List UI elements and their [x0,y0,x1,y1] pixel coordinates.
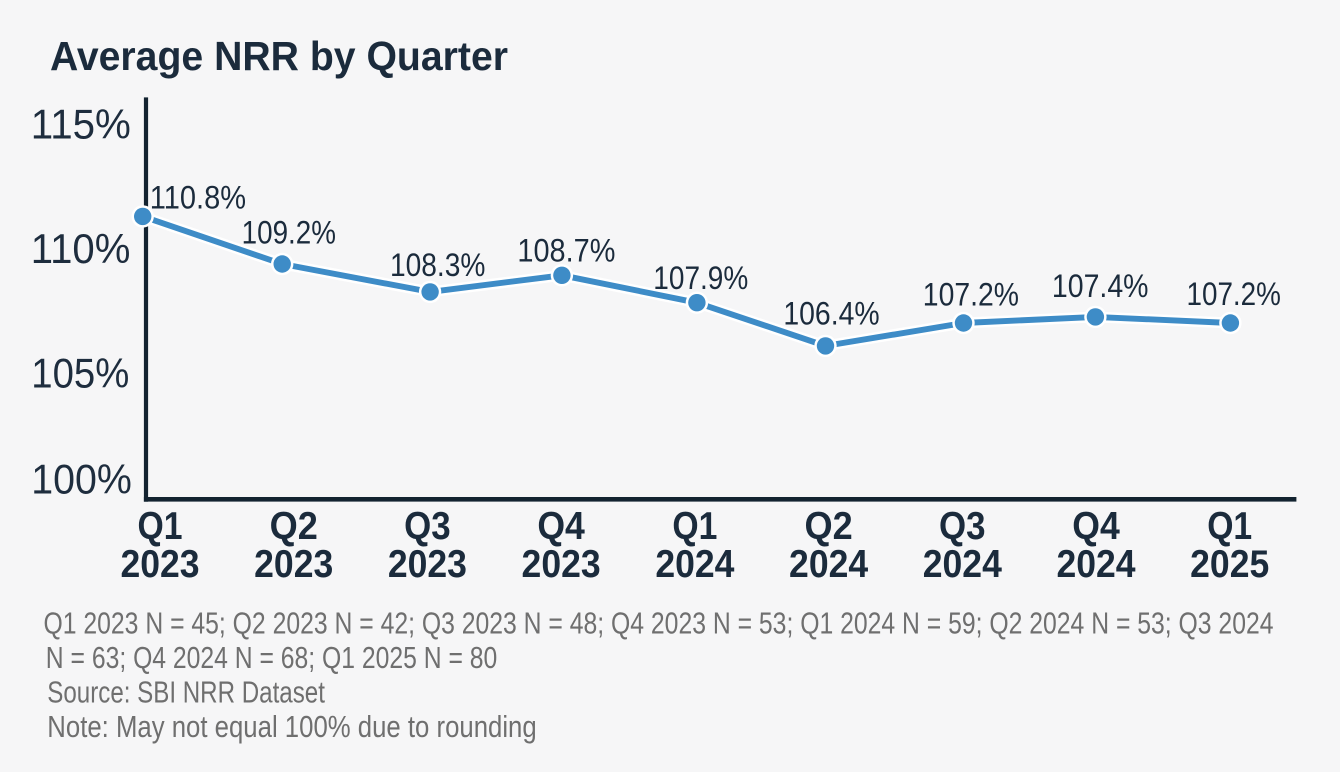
svg-text:Q2: Q2 [805,505,853,548]
svg-text:107.9%: 107.9% [653,260,748,296]
svg-text:Q4: Q4 [537,505,585,548]
svg-text:2023: 2023 [388,543,467,586]
svg-text:Q1: Q1 [1207,505,1252,548]
svg-text:Source: SBI NRR Dataset: Source: SBI NRR Dataset [47,675,325,710]
svg-text:107.2%: 107.2% [1187,276,1281,312]
svg-text:108.3%: 108.3% [390,247,486,283]
svg-text:2025: 2025 [1190,543,1269,586]
svg-text:2023: 2023 [522,543,601,586]
svg-text:2024: 2024 [789,543,868,586]
svg-text:Q2: Q2 [270,505,318,548]
svg-text:2024: 2024 [923,543,1002,586]
svg-text:Q3: Q3 [404,505,451,548]
svg-text:109.2%: 109.2% [242,215,336,251]
svg-text:107.2%: 107.2% [923,277,1019,313]
svg-text:2024: 2024 [655,543,734,586]
svg-text:107.4%: 107.4% [1052,268,1149,304]
svg-text:115%: 115% [31,101,131,148]
svg-text:Q1: Q1 [672,505,717,548]
svg-text:Q1: Q1 [138,505,183,548]
svg-text:105%: 105% [31,350,129,397]
svg-text:Q4: Q4 [1072,505,1120,548]
svg-text:2023: 2023 [120,543,199,586]
svg-text:Average NRR by Quarter: Average NRR by Quarter [50,33,508,79]
svg-text:Q1 2023 N = 45; Q2 2023 N = 42: Q1 2023 N = 45; Q2 2023 N = 42; Q3 2023 … [44,606,1274,641]
svg-text:106.4%: 106.4% [783,296,879,332]
svg-text:110%: 110% [31,225,131,272]
svg-text:2024: 2024 [1056,543,1135,586]
svg-text:110.8%: 110.8% [150,180,246,216]
svg-text:100%: 100% [31,455,132,502]
svg-text:108.7%: 108.7% [517,233,615,269]
svg-text:N = 63; Q4 2024 N = 68; Q1 202: N = 63; Q4 2024 N = 68; Q1 2025 N = 80 [46,640,498,675]
svg-text:Q3: Q3 [939,505,986,548]
svg-text:2023: 2023 [254,543,333,586]
svg-text:Note: May not equal 100% due t: Note: May not equal 100% due to rounding [47,709,536,744]
